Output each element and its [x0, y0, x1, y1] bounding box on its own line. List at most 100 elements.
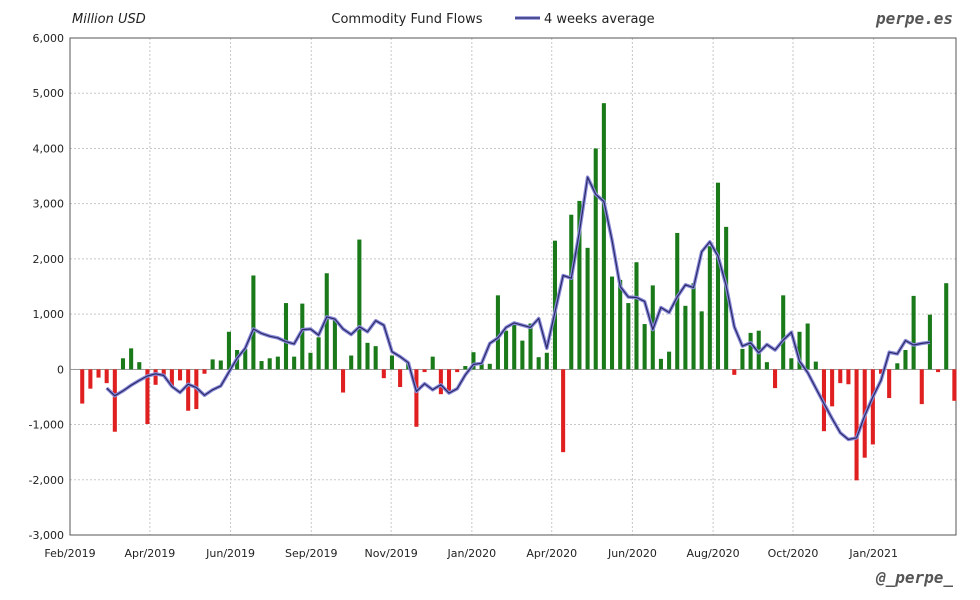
bar	[153, 369, 158, 385]
bar	[104, 369, 109, 384]
x-tick-label: Apr/2020	[526, 547, 577, 560]
bar	[609, 276, 615, 370]
bar	[471, 352, 476, 370]
bar	[927, 314, 932, 370]
bar	[512, 324, 517, 370]
bar	[887, 369, 892, 399]
bar	[707, 246, 712, 370]
bar	[952, 369, 957, 401]
bar	[854, 369, 859, 481]
bar	[756, 330, 761, 370]
bar	[88, 369, 93, 389]
y-tick-label: 5,000	[33, 87, 65, 100]
brand-handle: @_perpe_	[875, 568, 953, 587]
bar	[430, 356, 435, 370]
bar	[414, 369, 419, 427]
bar	[805, 323, 810, 370]
x-tick-label: Nov/2019	[365, 547, 418, 560]
bar	[381, 369, 386, 379]
y-tick-label: -1,000	[29, 419, 64, 432]
bar	[169, 369, 174, 386]
bar	[96, 369, 101, 378]
bar	[846, 369, 851, 385]
bar	[251, 275, 256, 370]
x-tick-label: Oct/2020	[768, 547, 819, 560]
y-tick-label: 3,000	[33, 198, 65, 211]
bar	[903, 350, 908, 370]
bar	[161, 369, 166, 375]
y-axis-label: Million USD	[72, 12, 146, 27]
bar	[715, 182, 721, 370]
bar	[919, 369, 924, 405]
bar	[438, 369, 443, 395]
bar	[365, 342, 370, 370]
bar	[699, 311, 704, 370]
x-tick-label: Jan/2021	[848, 547, 898, 560]
average-line	[106, 176, 930, 441]
bar	[275, 356, 280, 370]
bar	[120, 358, 126, 370]
y-tick-label: 2,000	[33, 253, 65, 266]
bar	[536, 357, 541, 370]
bar	[544, 352, 549, 370]
x-tick-label: Jun/2019	[205, 547, 255, 560]
x-tick-label: Jun/2020	[607, 547, 657, 560]
bar	[789, 358, 794, 370]
bar	[504, 330, 509, 370]
bar	[316, 337, 321, 370]
bar	[349, 355, 354, 370]
y-tick-label: 6,000	[33, 32, 65, 45]
x-tick-label: Feb/2019	[44, 547, 95, 560]
bar	[479, 363, 484, 370]
bar	[520, 340, 525, 370]
x-tick-labels: Feb/2019 Apr/2019 Jun/2019 Sep/2019 Nov/2019…	[44, 547, 898, 560]
bar	[878, 369, 884, 374]
bar	[341, 369, 346, 393]
bar	[634, 262, 639, 370]
bar	[911, 295, 916, 370]
bar	[748, 332, 753, 370]
bar	[618, 279, 623, 370]
y-tick-label: -2,000	[29, 474, 64, 487]
bar	[936, 369, 941, 373]
bar	[691, 283, 696, 370]
bar	[724, 226, 729, 370]
bar	[243, 348, 248, 370]
bar	[398, 369, 403, 388]
brand-site: perpe.es	[875, 9, 953, 28]
x-tick-label: Sep/2019	[285, 547, 337, 560]
bar	[495, 295, 500, 370]
bar	[732, 369, 737, 375]
bar	[373, 346, 378, 370]
bar	[267, 358, 272, 370]
bar	[830, 369, 835, 407]
bar	[601, 103, 606, 370]
bar	[210, 359, 215, 370]
bar	[80, 369, 85, 404]
bar	[129, 348, 134, 370]
bar	[528, 323, 533, 370]
bar	[455, 369, 460, 373]
bar	[177, 369, 183, 381]
bar	[740, 348, 745, 370]
y-tick-labels: 6,000 5,000 4,000 3,000 2,000 1,000 0 -1,000 -2,…	[29, 32, 64, 542]
bar	[944, 283, 949, 370]
y-tick-label: -3,000	[29, 529, 64, 542]
bar	[145, 369, 150, 425]
chart-title: Commodity Fund Flows	[331, 12, 482, 27]
bar	[626, 303, 631, 370]
y-tick-label: 0	[57, 363, 64, 376]
bar	[137, 362, 142, 370]
bar	[389, 355, 394, 370]
bar	[446, 369, 452, 394]
bar	[357, 239, 362, 370]
x-grid	[149, 38, 875, 535]
bar	[683, 305, 688, 370]
bar	[813, 361, 818, 370]
bar	[332, 318, 337, 370]
bar	[764, 362, 769, 370]
bar	[658, 358, 663, 370]
bar	[667, 351, 672, 370]
bar	[569, 214, 574, 370]
